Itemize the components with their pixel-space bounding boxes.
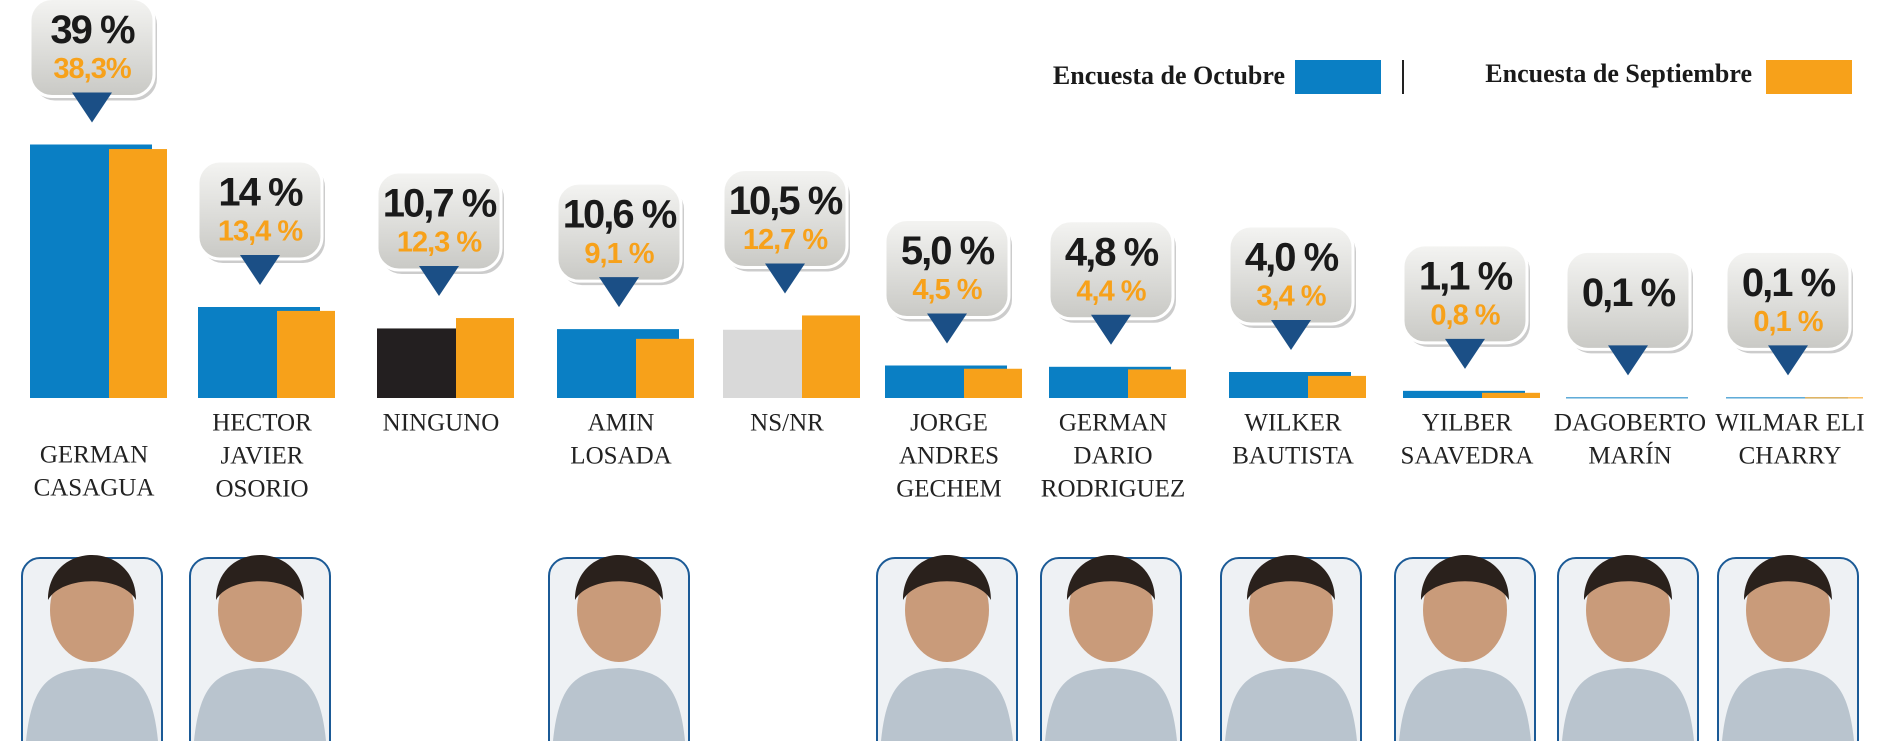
- bar: [1482, 392, 1540, 398]
- callout-pointer: [1608, 345, 1648, 376]
- photo-body: [553, 668, 685, 741]
- bar: [1308, 375, 1366, 398]
- legend-swatch: [1295, 60, 1381, 94]
- category-label: GECHEM: [896, 476, 1002, 503]
- legend: Encuesta de Octubre Encuesta de Septiembr…: [1053, 59, 1852, 94]
- photo-body: [881, 668, 1013, 741]
- value-label: 10,6 %: [563, 193, 677, 237]
- category-label: NINGUNO: [383, 410, 500, 437]
- legend-swatch: [1766, 60, 1852, 94]
- photo-body: [1562, 668, 1694, 741]
- bar: [1566, 397, 1688, 399]
- photo-hair: [216, 555, 304, 600]
- callout-pointer: [419, 266, 459, 297]
- photo-body: [1045, 668, 1177, 741]
- value-label: 0,1 %: [1742, 261, 1836, 305]
- callout-pointer: [1091, 314, 1131, 345]
- category-label: GERMAN: [40, 442, 148, 469]
- category-label: MARÍN: [1588, 442, 1671, 470]
- category-label: BAUTISTA: [1232, 443, 1354, 470]
- bar: [1403, 390, 1525, 398]
- callout-pointer: [927, 313, 967, 344]
- value-label: 38,3%: [53, 53, 131, 85]
- category-label: JAVIER: [221, 443, 304, 470]
- photo-hair: [575, 555, 663, 600]
- category-label: WILKER: [1244, 410, 1342, 437]
- callout-pointer: [1271, 320, 1311, 350]
- category-label: CHARRY: [1739, 443, 1842, 470]
- value-label: 3,4 %: [1256, 281, 1326, 313]
- photo-hair: [903, 555, 991, 600]
- category-label: WILMAR ELI: [1715, 410, 1864, 437]
- category-label: HECTOR: [212, 410, 312, 437]
- value-label: 4,4 %: [1076, 275, 1146, 307]
- bar: [456, 318, 514, 398]
- photo-body: [1722, 668, 1854, 741]
- legend-label: Encuesta de Octubre: [1053, 61, 1285, 90]
- callout-pointer: [1768, 345, 1808, 376]
- value-label: 4,5 %: [912, 274, 982, 306]
- legend-label: Encuesta de Septiembre: [1485, 59, 1752, 88]
- photo-hair: [1067, 555, 1155, 600]
- photo-body: [1399, 668, 1531, 741]
- value-label: 1,1 %: [1419, 254, 1513, 298]
- value-label: 4,0 %: [1245, 236, 1339, 280]
- value-label: 39 %: [50, 8, 135, 52]
- category-label: CASAGUA: [34, 475, 155, 502]
- value-label: 0,1 %: [1753, 306, 1823, 338]
- value-label: 10,5 %: [729, 179, 843, 223]
- value-label: 14 %: [218, 171, 303, 215]
- value-label: 9,1 %: [584, 238, 654, 270]
- bar: [109, 149, 167, 398]
- photo-hair: [48, 555, 136, 600]
- bar: [1128, 369, 1186, 398]
- category-label: YILBER: [1422, 410, 1513, 437]
- value-label: 13,4 %: [218, 216, 303, 248]
- value-label: 0,1 %: [1582, 271, 1676, 315]
- callout-pointer: [765, 263, 805, 294]
- bar: [636, 338, 694, 398]
- category-label: OSORIO: [215, 476, 308, 503]
- category-label: ANDRES: [899, 443, 999, 470]
- value-label: 10,7 %: [383, 182, 497, 226]
- category-label: RODRIGUEZ: [1041, 476, 1185, 503]
- bar: [1805, 397, 1863, 399]
- photo-hair: [1247, 555, 1335, 600]
- callout-pointer: [72, 92, 112, 123]
- category-label: DAGOBERTO: [1554, 410, 1706, 437]
- photo-hair: [1744, 555, 1832, 600]
- bar: [277, 310, 335, 398]
- value-label: 12,7 %: [743, 224, 828, 256]
- category-label: SAAVEDRA: [1401, 443, 1534, 470]
- value-label: 12,3 %: [397, 227, 482, 259]
- bar: [802, 315, 860, 398]
- value-label: 4,8 %: [1065, 230, 1159, 274]
- category-label: AMIN: [588, 410, 655, 437]
- photo-body: [26, 668, 158, 741]
- category-label: NS/NR: [750, 410, 824, 437]
- callout-pointer: [599, 277, 639, 308]
- photo-hair: [1421, 555, 1509, 600]
- bar: [1726, 397, 1848, 399]
- category-label: DARIO: [1073, 443, 1152, 470]
- category-label: JORGE: [910, 410, 988, 437]
- bar: [964, 368, 1022, 398]
- photo-hair: [1584, 555, 1672, 600]
- category-label: LOSADA: [570, 443, 671, 470]
- value-label: 5,0 %: [901, 229, 995, 273]
- callout-pointer: [1445, 338, 1485, 369]
- photo-body: [194, 668, 326, 741]
- value-label: 0,8 %: [1430, 300, 1500, 332]
- photo-body: [1225, 668, 1357, 741]
- category-label: GERMAN: [1059, 410, 1167, 437]
- callout-pointer: [240, 255, 280, 285]
